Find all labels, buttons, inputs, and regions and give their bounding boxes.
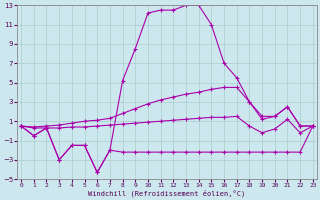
X-axis label: Windchill (Refroidissement éolien,°C): Windchill (Refroidissement éolien,°C) xyxy=(88,190,245,197)
